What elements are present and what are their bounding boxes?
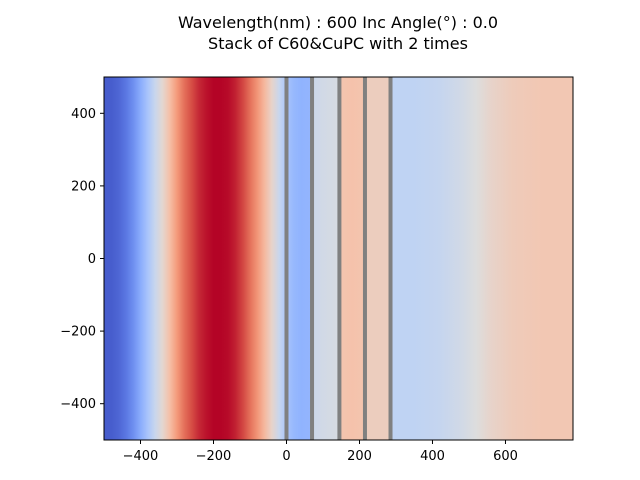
layer-boundary-4 <box>388 77 393 440</box>
x-tick-label-0: −400 <box>123 449 159 464</box>
y-tick-label-4: −400 <box>60 397 96 412</box>
layer-boundary-1 <box>310 77 315 440</box>
x-tick-label-1: −200 <box>196 449 232 464</box>
x-tick-label-5: 600 <box>493 449 518 464</box>
layer-boundary-3 <box>362 77 367 440</box>
layer-boundary-2 <box>337 77 342 440</box>
chart-title-line2: Stack of C60&CuPC with 2 times <box>208 34 468 53</box>
y-tick-label-0: 400 <box>71 107 96 122</box>
x-tick-label-4: 400 <box>420 449 445 464</box>
y-tick-label-2: 0 <box>88 252 96 267</box>
y-tick-label-3: −200 <box>60 325 96 340</box>
y-tick-label-1: 200 <box>71 179 96 194</box>
x-axis: −400 −200 0 200 400 600 <box>123 440 518 464</box>
x-tick-label-2: 0 <box>282 449 290 464</box>
chart-title-line1: Wavelength(nm) : 600 Inc Angle(°) : 0.0 <box>178 13 498 32</box>
y-axis: 400 200 0 −200 −400 <box>60 107 104 412</box>
layer-boundaries <box>284 77 393 440</box>
x-tick-label-3: 200 <box>347 449 372 464</box>
layer-boundary-0 <box>284 77 289 440</box>
